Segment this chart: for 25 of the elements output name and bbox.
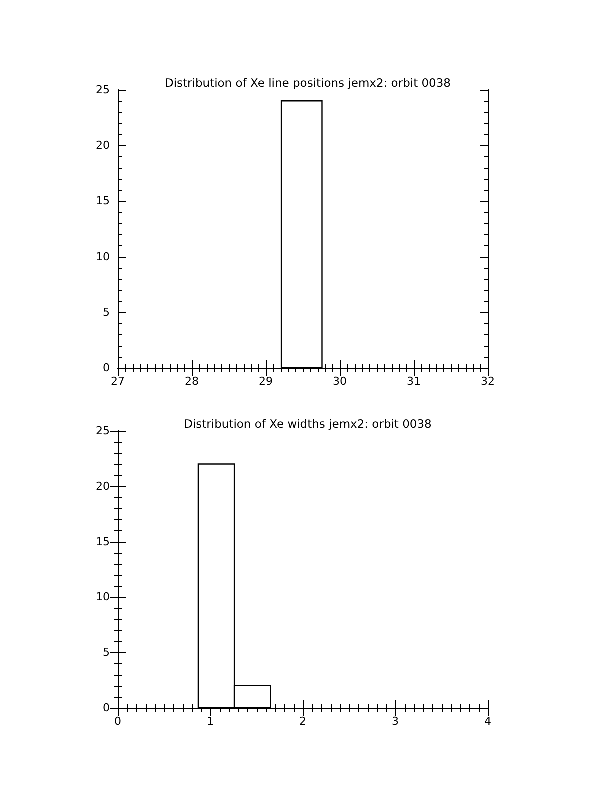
x-tick-label: 31 bbox=[407, 375, 421, 388]
y-tick-label: 5 bbox=[103, 646, 110, 660]
x-tick-label: 29 bbox=[259, 375, 273, 388]
y-tick-label: 15 bbox=[96, 194, 110, 208]
x-tick-label: 0 bbox=[114, 715, 122, 728]
x-tick-label: 30 bbox=[333, 375, 347, 388]
x-tick-label: 27 bbox=[111, 375, 125, 388]
x-tick-label: 28 bbox=[185, 375, 199, 388]
y-tick-label: 5 bbox=[103, 306, 110, 319]
y-tick-label: 0 bbox=[103, 702, 110, 714]
y-tick-label: 10 bbox=[96, 590, 110, 604]
x-tick-label: 32 bbox=[481, 375, 495, 388]
y-tick-label: 0 bbox=[103, 362, 110, 374]
y-tick-label: 20 bbox=[96, 480, 110, 493]
chart-title: Distribution of Xe widths jemx2: orbit 0038 bbox=[184, 417, 432, 431]
x-tick-label: 4 bbox=[484, 715, 492, 728]
x-tick-label: 1 bbox=[207, 715, 214, 728]
y-tick-label: 20 bbox=[96, 139, 110, 152]
x-tick-label: 3 bbox=[392, 715, 399, 728]
chart-title: Distribution of Xe line positions jemx2: orbit 0038 bbox=[164, 76, 452, 90]
y-tick-label: 15 bbox=[96, 535, 110, 548]
x-tick-label: 2 bbox=[300, 715, 306, 728]
y-tick-label: 25 bbox=[96, 84, 110, 96]
y-tick-label: 10 bbox=[96, 250, 110, 264]
y-tick-label: 25 bbox=[96, 424, 110, 438]
